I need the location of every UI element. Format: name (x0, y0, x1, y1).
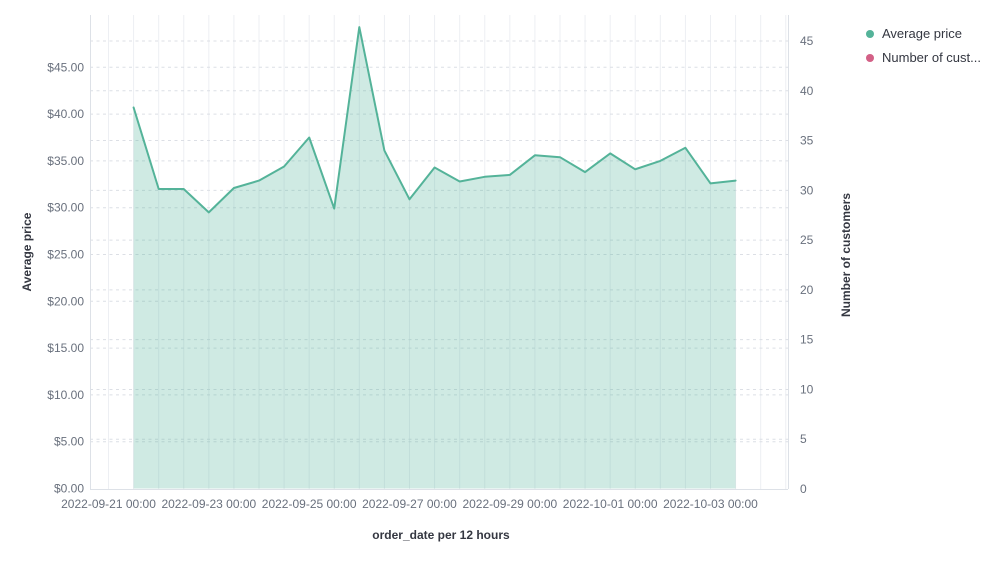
y-left-tick-label: $30.00 (47, 201, 84, 215)
x-tick-label: 2022-09-25 00:00 (262, 497, 357, 511)
grid-vertical (108, 15, 787, 489)
y-right-tick-label: 20 (800, 283, 814, 297)
average-price-line (132, 26, 737, 214)
legend-item-number-of-customers[interactable]: Number of cust... (866, 50, 1006, 65)
y-right-tick-label: 30 (800, 183, 814, 197)
y-left-tick-label: $35.00 (47, 154, 84, 168)
x-tick-label: 2022-09-21 00:00 (61, 497, 156, 511)
x-tick-label: 2022-10-03 00:00 (663, 497, 758, 511)
y-right-tick-label: 35 (800, 134, 814, 148)
y-right-tick-label: 0 (800, 482, 807, 496)
legend-label-number-of-customers: Number of cust... (882, 50, 981, 65)
y-left-tick-label: $25.00 (47, 248, 84, 262)
legend-dot-average-price-icon (866, 29, 874, 38)
y-left-tick-label: $45.00 (47, 60, 84, 74)
y-left-tick-label: $5.00 (54, 435, 84, 449)
legend-label-average-price: Average price (882, 26, 962, 41)
x-tick-label: 2022-09-29 00:00 (462, 497, 557, 511)
y-right-tick-label: 45 (800, 34, 814, 48)
y-right-tick-label: 10 (800, 382, 814, 396)
y-left-tick-label: $10.00 (47, 388, 84, 402)
legend: Average price Number of cust... (866, 26, 1006, 74)
legend-dot-number-of-customers-icon (866, 53, 874, 62)
y-right-tick-label: 40 (800, 84, 814, 98)
y-axis-left-title: Average price (20, 212, 34, 292)
y-right-tick-label: 25 (800, 233, 814, 247)
y-right-tick-label: 15 (800, 333, 814, 347)
y-right-tick-label: 5 (800, 432, 807, 446)
y-left-tick-label: $15.00 (47, 341, 84, 355)
x-tick-label: 2022-10-01 00:00 (563, 497, 658, 511)
y-axis-right-title: Number of customers (839, 192, 853, 318)
average-price-area[interactable] (133, 27, 736, 489)
legend-item-average-price[interactable]: Average price (866, 26, 1006, 41)
x-tick-label: 2022-09-23 00:00 (161, 497, 256, 511)
x-tick-label: 2022-09-27 00:00 (362, 497, 457, 511)
x-axis-title: order_date per 12 hours (372, 528, 510, 542)
y-left-tick-label: $0.00 (54, 482, 84, 496)
y-left-tick-label: $20.00 (47, 294, 84, 308)
y-left-tick-label: $40.00 (47, 107, 84, 121)
